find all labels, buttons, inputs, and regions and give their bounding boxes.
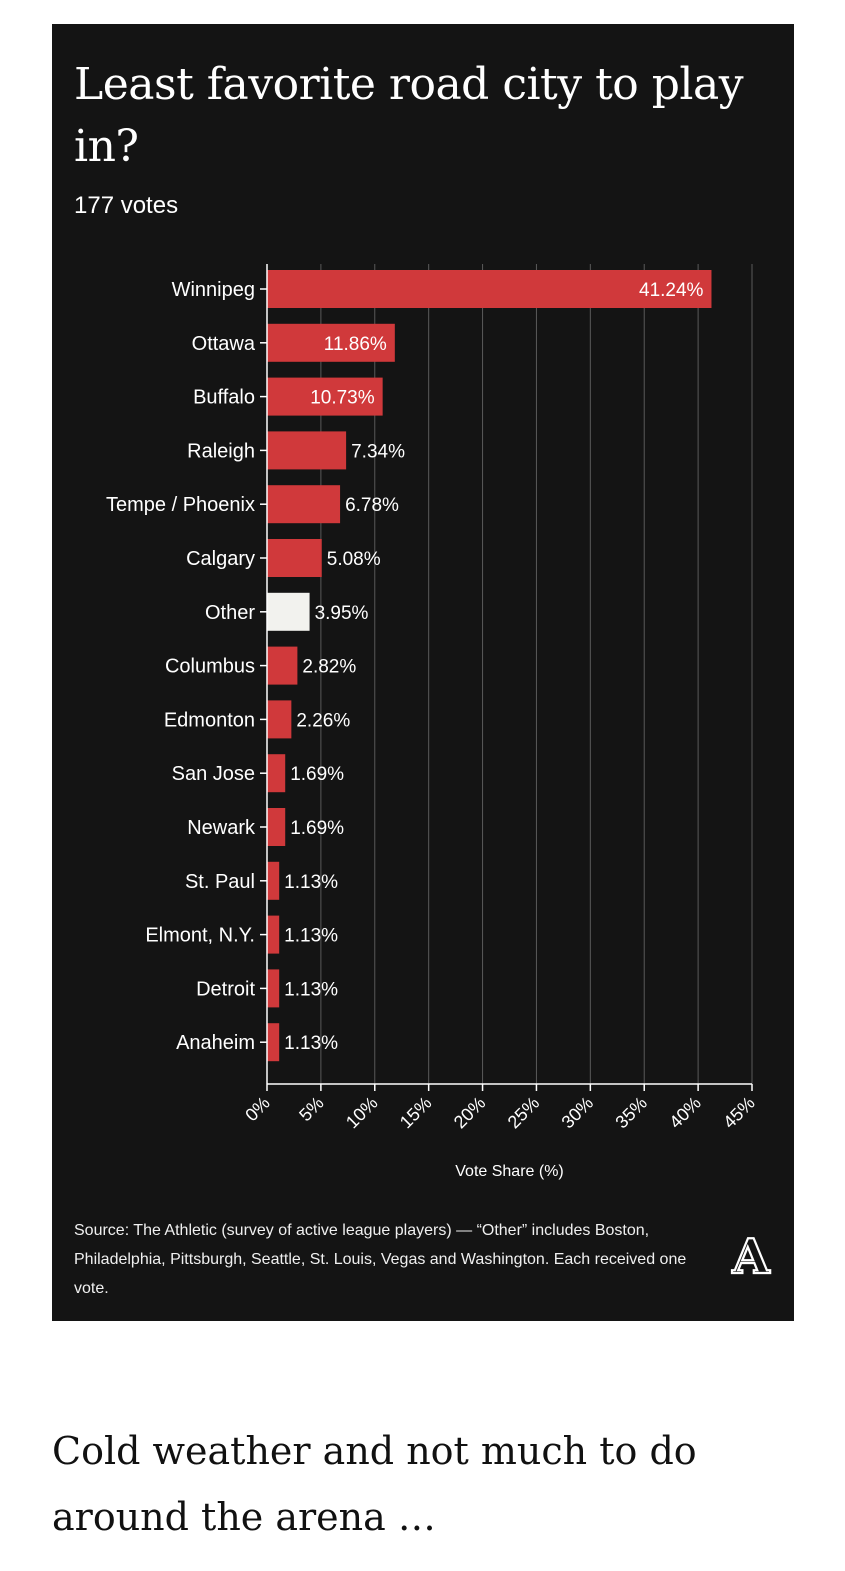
bar (267, 485, 341, 524)
chart-card: Least favorite road city to play in? 177… (52, 24, 794, 1321)
category-label: Ottawa (192, 333, 256, 355)
category-label: Edmonton (164, 709, 255, 731)
value-label: 1.69% (290, 818, 344, 839)
category-label: Newark (187, 817, 256, 839)
bar (267, 431, 347, 470)
x-tick-label: 40% (665, 1093, 705, 1133)
x-tick-label: 20% (450, 1093, 490, 1133)
bar (267, 270, 712, 308)
value-label: 1.13% (284, 979, 338, 1000)
source-note: Source: The Athletic (survey of active l… (74, 1222, 687, 1297)
bar (267, 646, 298, 685)
bar (267, 754, 286, 793)
bar (267, 915, 280, 954)
value-label: 6.78% (345, 495, 399, 516)
bar (267, 539, 322, 577)
x-axis-title: Vote Share (%) (455, 1163, 564, 1180)
value-label: 7.34% (351, 441, 405, 462)
bar-chart: Winnipeg 41.24% Ottawa 11.86% Buffalo 10.73% R… (106, 264, 759, 1180)
value-label: 1.69% (290, 764, 344, 785)
x-tick-label: 0% (241, 1093, 274, 1126)
value-label: 41.24% (639, 280, 704, 301)
value-label: 2.26% (296, 710, 350, 731)
category-label: Anaheim (176, 1032, 255, 1054)
bar (267, 700, 292, 739)
chart-title: Least favorite road city to play in? (74, 59, 744, 172)
x-tick-label: 35% (611, 1093, 651, 1133)
bar (267, 323, 395, 362)
category-label: Raleigh (187, 440, 255, 462)
x-tick-label: 5% (295, 1093, 328, 1126)
bar (267, 808, 286, 846)
bar (267, 592, 310, 631)
category-label: Calgary (186, 548, 255, 570)
value-label: 11.86% (324, 334, 387, 355)
vote-count: 177 votes (74, 192, 179, 219)
bar (267, 377, 383, 416)
category-label: San Jose (172, 763, 255, 785)
post-caption: Cold weather and not much to do around t… (52, 1429, 697, 1539)
x-tick-label: 45% (719, 1093, 759, 1133)
category-label: Detroit (196, 978, 255, 1000)
value-label: 3.95% (315, 603, 369, 624)
value-label: 10.73% (310, 388, 375, 409)
x-tick-label: 30% (558, 1093, 598, 1133)
category-label: Winnipeg (172, 279, 255, 301)
value-label: 2.82% (302, 657, 356, 678)
x-tick-label: 15% (396, 1093, 436, 1133)
category-label: Elmont, N.Y. (145, 925, 255, 947)
value-label: 5.08% (327, 549, 381, 570)
x-tick-label: 25% (504, 1093, 544, 1133)
category-label: Other (205, 602, 255, 624)
svg-text:A: A (731, 1232, 770, 1278)
value-label: 1.13% (284, 1033, 338, 1054)
value-label: 1.13% (284, 872, 338, 893)
the-athletic-logo: A (730, 1232, 771, 1278)
value-label: 1.13% (284, 926, 338, 947)
category-label: St. Paul (185, 871, 255, 893)
x-tick-label: 10% (342, 1093, 382, 1133)
bar (267, 969, 280, 1008)
category-label: Columbus (165, 656, 255, 678)
category-label: Buffalo (193, 387, 255, 409)
category-label: Tempe / Phoenix (106, 494, 255, 516)
bar (267, 1023, 280, 1062)
bar (267, 861, 280, 900)
